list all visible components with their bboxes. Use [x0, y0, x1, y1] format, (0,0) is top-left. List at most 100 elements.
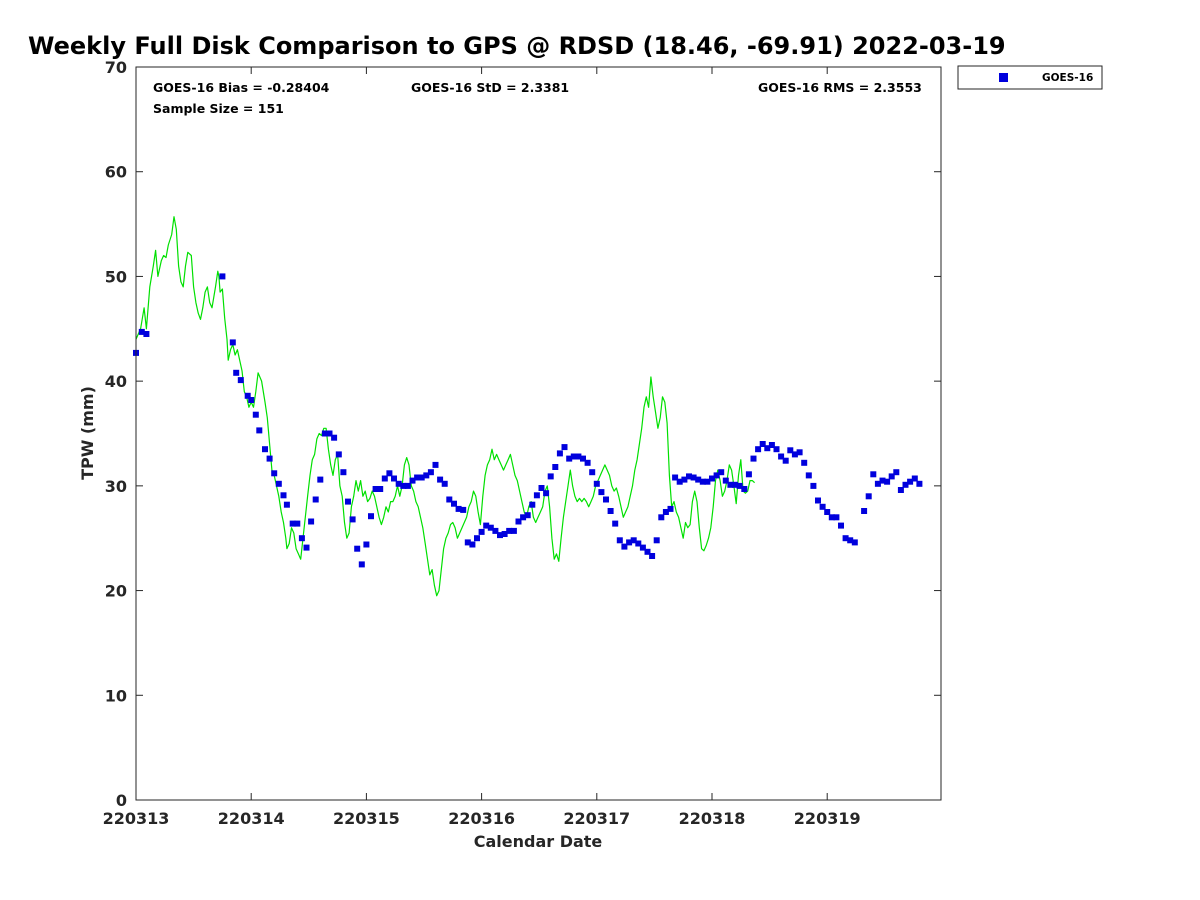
goes-point	[423, 472, 430, 479]
goes-point	[308, 518, 315, 525]
goes-point	[455, 505, 462, 512]
goes-point	[283, 501, 290, 508]
goes-point	[621, 543, 628, 550]
goes-point	[842, 535, 849, 542]
axes-frame	[135, 66, 942, 801]
x-axis-label: Calendar Date	[474, 832, 603, 851]
goes-point	[441, 480, 448, 487]
goes-point	[266, 455, 273, 462]
goes-point	[672, 474, 679, 481]
legend: GOES-16	[957, 65, 1103, 90]
goes-point	[902, 481, 909, 488]
goes-point	[897, 487, 904, 493]
goes-point	[335, 451, 342, 458]
x-tick-label: 220317	[563, 809, 630, 828]
goes-point	[570, 453, 577, 460]
goes-point	[575, 453, 582, 460]
goes-point	[414, 474, 421, 481]
goes-point	[427, 469, 434, 476]
goes-point	[635, 540, 642, 547]
goes-point	[349, 516, 356, 523]
chart-title: Weekly Full Disk Comparison to GPS @ RDS…	[28, 32, 1006, 60]
goes-point	[566, 455, 573, 462]
goes-point	[354, 545, 361, 552]
goes-point	[639, 544, 646, 551]
goes-point	[248, 397, 255, 403]
goes-point	[497, 532, 503, 539]
goes-point	[143, 331, 150, 337]
goes-point	[219, 273, 226, 280]
goes-point	[326, 430, 333, 437]
goes-point	[847, 537, 854, 544]
goes-point	[649, 553, 656, 559]
goes-point	[237, 377, 244, 384]
goes-point	[294, 520, 301, 527]
goes-point	[755, 446, 762, 453]
goes-point	[851, 539, 858, 546]
gps-series	[135, 216, 756, 597]
goes-point	[713, 472, 720, 479]
goes-point	[607, 508, 614, 514]
goes-point	[469, 541, 476, 548]
goes-point	[603, 496, 609, 503]
goes-point	[819, 503, 826, 510]
goes-point	[598, 489, 605, 496]
x-tick-label: 220314	[218, 809, 285, 828]
goes-point	[870, 471, 877, 478]
goes-point	[727, 481, 734, 488]
goes-point	[474, 535, 480, 542]
goes-point	[372, 486, 379, 492]
y-tick-label: 70	[105, 58, 127, 77]
goes-point	[409, 477, 416, 484]
goes-point	[893, 469, 900, 476]
goes-point	[303, 544, 310, 551]
goes-point	[275, 480, 282, 487]
y-tick-label: 50	[105, 267, 127, 286]
goes-point	[690, 474, 697, 481]
goes-point	[644, 548, 651, 555]
goes-point	[418, 474, 425, 481]
goes-point	[782, 457, 789, 464]
goes-point	[667, 505, 674, 512]
y-tick-label: 0	[116, 791, 127, 810]
goes-point	[911, 475, 918, 482]
goes-point	[662, 509, 669, 515]
goes-point	[492, 527, 499, 534]
goes-point	[138, 328, 145, 335]
goes-point	[732, 481, 738, 488]
goes-point	[810, 482, 817, 489]
goes-point	[768, 442, 775, 448]
goes-point	[561, 444, 568, 451]
goes-point	[630, 537, 637, 544]
legend-label-goes: GOES-16	[1042, 72, 1093, 84]
y-tick-label: 60	[105, 163, 127, 182]
goes-point	[464, 539, 471, 546]
goes-point	[686, 473, 692, 480]
y-axis-label: TPW (mm)	[78, 386, 97, 480]
goes-point	[759, 441, 766, 447]
goes-point	[252, 411, 259, 418]
goes-point	[437, 476, 444, 483]
goes-point	[796, 449, 803, 456]
goes-point	[483, 522, 490, 529]
goes-point	[478, 528, 485, 535]
x-tick-label: 220313	[103, 809, 170, 828]
goes-point	[358, 561, 365, 568]
goes-point	[312, 496, 319, 503]
goes-point	[833, 514, 840, 521]
goes-point	[460, 506, 467, 513]
goes-point	[787, 447, 794, 454]
goes-point	[404, 482, 411, 489]
y-tick-label: 30	[105, 477, 127, 496]
goes-point	[828, 514, 835, 521]
goes-point	[879, 477, 886, 484]
std-stat: GOES-16 StD = 2.3381	[411, 80, 569, 95]
goes-point	[271, 470, 278, 477]
sample-size-stat: Sample Size = 151	[153, 101, 284, 116]
goes-point	[580, 455, 586, 462]
goes-point	[432, 461, 439, 468]
goes-point	[451, 500, 457, 507]
goes-point	[750, 455, 757, 462]
